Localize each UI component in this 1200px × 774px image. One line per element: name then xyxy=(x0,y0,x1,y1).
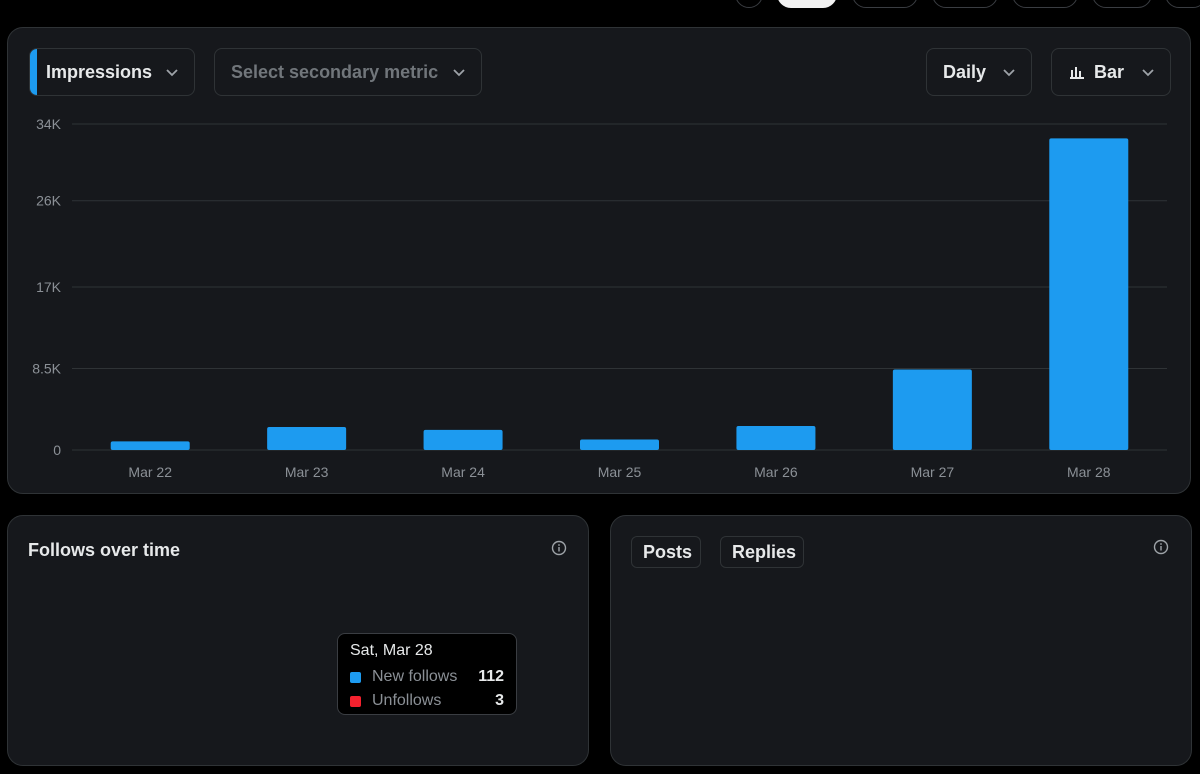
chevron-down-icon xyxy=(166,69,178,77)
unfollows-swatch xyxy=(350,695,361,707)
chart-type-dropdown[interactable]: Bar xyxy=(1051,48,1171,96)
primary-metric-dropdown[interactable]: Impressions xyxy=(29,48,195,96)
period-label: Daily xyxy=(943,61,987,82)
primary-metric-label: Impressions xyxy=(46,61,153,82)
top-pill-4[interactable] xyxy=(932,0,998,8)
tooltip-new-follows-value: 112 xyxy=(478,668,504,685)
bar-chart-icon xyxy=(1070,67,1084,79)
tooltip-row-unfollows: Unfollows 3 xyxy=(350,691,504,711)
period-dropdown[interactable]: Daily xyxy=(926,48,1032,96)
legend-posts[interactable]: Posts xyxy=(631,536,701,568)
top-pill-active[interactable] xyxy=(777,0,837,8)
info-icon[interactable] xyxy=(1153,539,1169,555)
chevron-down-icon xyxy=(1142,69,1154,77)
secondary-metric-placeholder: Select secondary metric xyxy=(231,61,439,82)
chart-type-label: Bar xyxy=(1094,61,1125,82)
top-pill-5[interactable] xyxy=(1012,0,1078,8)
new-follows-swatch xyxy=(350,671,361,683)
legend-posts-label: Posts xyxy=(643,541,693,562)
tooltip-row-new-follows: New follows 112 xyxy=(350,667,504,687)
tooltip-new-follows-label: New follows xyxy=(372,668,458,685)
follows-title: Follows over time xyxy=(28,540,181,560)
top-pill-1[interactable] xyxy=(735,0,763,8)
primary-metric-accent xyxy=(30,49,37,95)
top-pill-6[interactable] xyxy=(1092,0,1152,8)
legend-replies[interactable]: Replies xyxy=(720,536,804,568)
info-icon[interactable] xyxy=(551,540,567,556)
impressions-card: Impressions Select secondary metric Dail… xyxy=(7,27,1191,494)
secondary-metric-dropdown[interactable]: Select secondary metric xyxy=(214,48,482,96)
chevron-down-icon xyxy=(453,69,465,77)
tooltip-unfollows-value: 3 xyxy=(495,692,504,709)
top-pill-3[interactable] xyxy=(852,0,918,8)
tooltip-unfollows-label: Unfollows xyxy=(372,692,442,709)
engagement-card: Posts Replies xyxy=(610,515,1192,766)
legend-replies-label: Replies xyxy=(732,541,797,562)
chevron-down-icon xyxy=(1003,69,1015,77)
tooltip-date: Sat, Mar 28 xyxy=(350,642,433,659)
top-pill-7[interactable] xyxy=(1165,0,1200,8)
follows-tooltip: Sat, Mar 28 New follows 112 Unfollows 3 xyxy=(337,633,517,715)
